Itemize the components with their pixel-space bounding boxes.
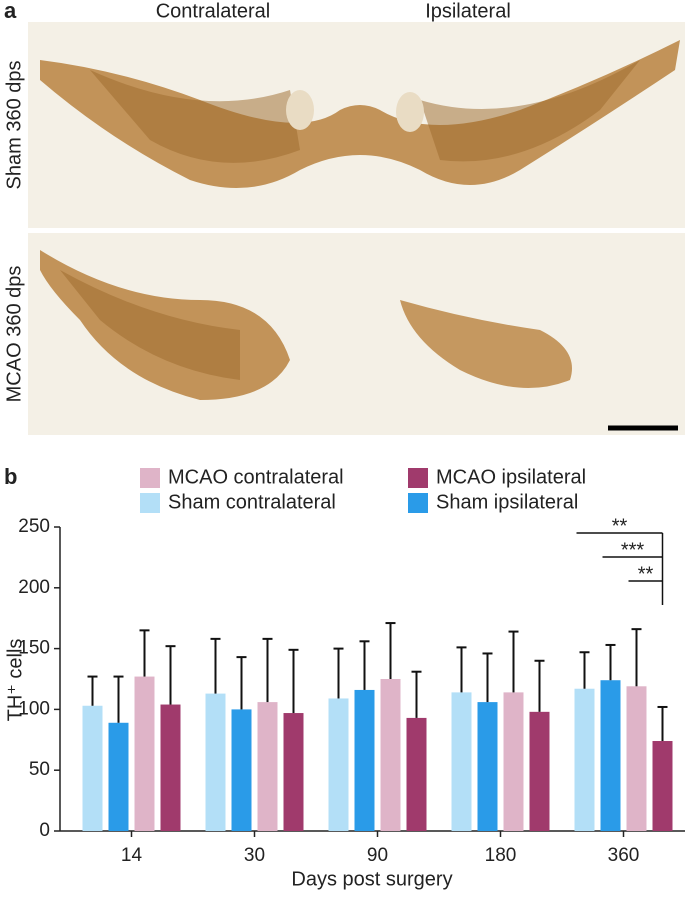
bar xyxy=(257,702,278,831)
legend-swatch xyxy=(140,468,160,488)
bar xyxy=(160,704,181,831)
x-tick-label: 180 xyxy=(485,845,517,866)
bar xyxy=(503,692,524,831)
bar xyxy=(406,717,427,831)
panel-label: a xyxy=(4,0,17,23)
bar xyxy=(380,679,401,831)
bar xyxy=(529,711,550,831)
y-tick-label: 150 xyxy=(18,638,50,659)
x-tick-label: 14 xyxy=(121,845,143,866)
sig-label: ** xyxy=(612,515,628,537)
bar xyxy=(328,698,349,831)
row-label: MCAO 360 dps xyxy=(3,266,25,403)
y-tick-label: 100 xyxy=(18,698,50,719)
bar xyxy=(652,741,673,831)
bar xyxy=(134,676,155,831)
y-tick-label: 50 xyxy=(29,759,50,780)
row-label: Sham 360 dps xyxy=(3,61,25,190)
bar xyxy=(477,702,498,831)
bar xyxy=(231,709,252,831)
x-tick-label: 360 xyxy=(608,845,640,866)
legend-swatch xyxy=(408,493,428,513)
y-axis-label: TH⁺ cells xyxy=(4,639,26,722)
bar xyxy=(108,722,129,831)
bar xyxy=(283,713,304,831)
legend-label: MCAO ipsilateral xyxy=(436,466,586,488)
bar xyxy=(574,688,595,831)
y-tick-label: 200 xyxy=(18,577,50,598)
legend-label: Sham contralateral xyxy=(168,491,336,513)
bar xyxy=(205,693,226,831)
bar xyxy=(626,686,647,831)
bar xyxy=(82,705,103,831)
y-tick-label: 250 xyxy=(18,516,50,537)
bar xyxy=(451,692,472,831)
y-tick-label: 0 xyxy=(39,820,50,841)
x-tick-label: 30 xyxy=(244,845,265,866)
column-label: Contralateral xyxy=(156,0,271,22)
x-axis-label: Days post surgery xyxy=(291,868,452,890)
sig-label: *** xyxy=(621,539,645,561)
micrograph xyxy=(28,233,685,435)
legend-label: Sham ipsilateral xyxy=(436,491,578,513)
bar xyxy=(354,689,375,831)
x-tick-label: 90 xyxy=(367,845,388,866)
sig-label: ** xyxy=(638,563,654,585)
bar xyxy=(600,680,621,831)
column-label: Ipsilateral xyxy=(425,0,511,22)
legend-swatch xyxy=(408,468,428,488)
legend-swatch xyxy=(140,493,160,513)
panel-label: b xyxy=(4,464,17,489)
legend-label: MCAO contralateral xyxy=(168,466,344,488)
micrograph xyxy=(28,22,685,228)
